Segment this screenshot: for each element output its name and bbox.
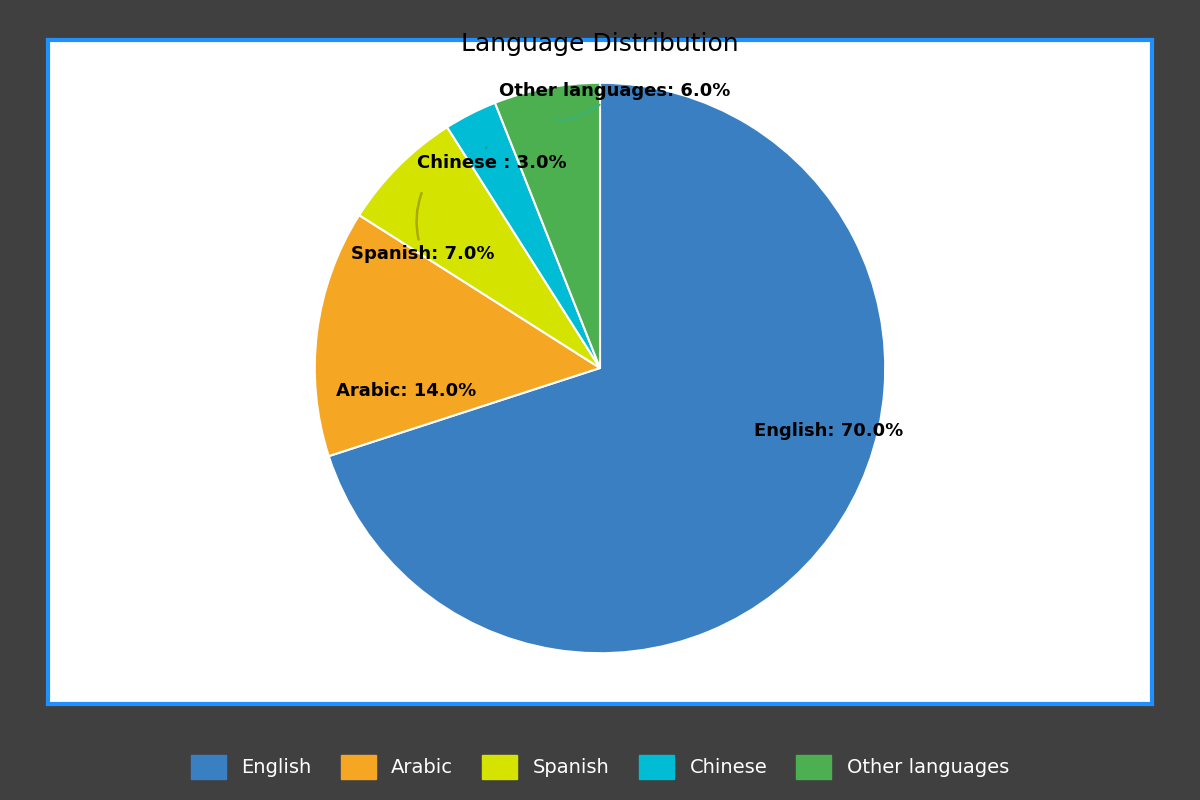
- Text: Other languages: 6.0%: Other languages: 6.0%: [498, 82, 730, 122]
- Wedge shape: [329, 82, 886, 654]
- Text: Arabic: 14.0%: Arabic: 14.0%: [336, 339, 476, 400]
- Text: Chinese : 3.0%: Chinese : 3.0%: [416, 147, 566, 172]
- Wedge shape: [359, 127, 600, 368]
- Legend: English, Arabic, Spanish, Chinese, Other languages: English, Arabic, Spanish, Chinese, Other…: [182, 747, 1018, 786]
- Text: English: 70.0%: English: 70.0%: [754, 422, 902, 514]
- Wedge shape: [496, 82, 600, 368]
- Wedge shape: [448, 103, 600, 368]
- Text: Spanish: 7.0%: Spanish: 7.0%: [352, 193, 494, 263]
- Text: Language Distribution: Language Distribution: [461, 32, 739, 56]
- Wedge shape: [314, 215, 600, 456]
